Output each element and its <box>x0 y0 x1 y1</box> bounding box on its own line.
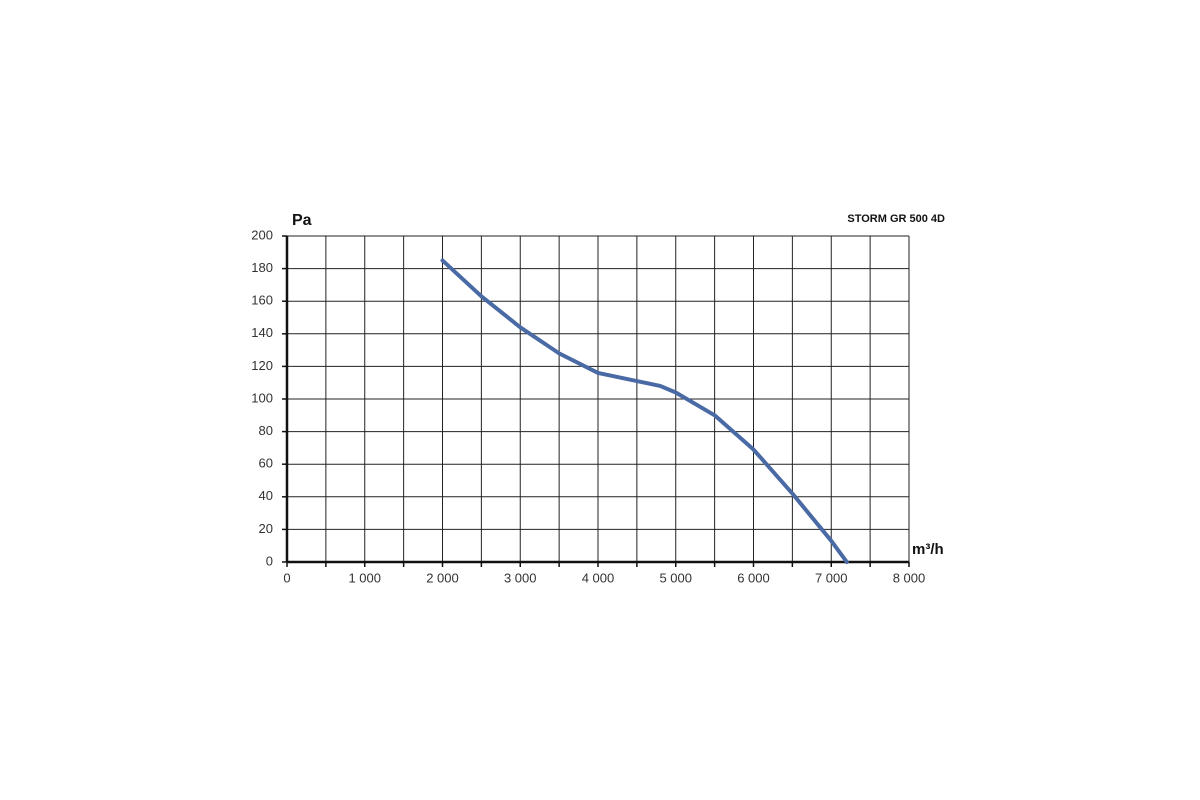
y-tick-label: 180 <box>251 260 273 275</box>
y-tick-label: 140 <box>251 325 273 340</box>
y-tick-label: 100 <box>251 390 273 405</box>
x-tick-label: 6 000 <box>737 570 770 585</box>
x-tick-label: 5 000 <box>659 570 692 585</box>
x-tick-label: 7 000 <box>815 570 848 585</box>
x-tick-label: 8 000 <box>893 570 926 585</box>
data-line <box>440 258 849 564</box>
x-axis-label: m³/h <box>912 541 944 558</box>
x-tick-label: 3 000 <box>504 570 537 585</box>
y-tick-label: 60 <box>259 456 273 471</box>
y-tick-label: 20 <box>259 521 273 536</box>
y-tick-label: 40 <box>259 488 273 503</box>
x-tick-label: 0 <box>283 570 290 585</box>
x-tick-label: 1 000 <box>348 570 381 585</box>
y-tick-label: 0 <box>266 553 273 568</box>
x-tick-label: 4 000 <box>582 570 615 585</box>
y-tick-label: 200 <box>251 227 273 242</box>
y-axis-label: Pa <box>292 212 312 229</box>
x-tick-label: 2 000 <box>426 570 459 585</box>
chart-title: STORM GR 500 4D <box>847 213 945 225</box>
y-tick-label: 80 <box>259 423 273 438</box>
y-tick-label: 160 <box>251 293 273 308</box>
y-tick-label: 120 <box>251 358 273 373</box>
